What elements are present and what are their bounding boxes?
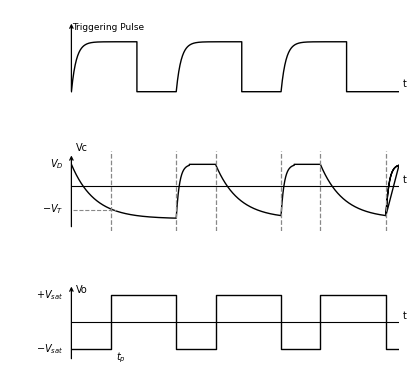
Text: Triggering Pulse: Triggering Pulse bbox=[72, 23, 144, 32]
Text: $V_D$: $V_D$ bbox=[50, 157, 63, 171]
Text: t: t bbox=[402, 311, 406, 321]
Text: Vc: Vc bbox=[76, 143, 88, 152]
Text: $t_p$: $t_p$ bbox=[116, 350, 126, 365]
Text: $- V_T$: $- V_T$ bbox=[42, 203, 63, 217]
Text: $+ V_{sat}$: $+ V_{sat}$ bbox=[36, 288, 63, 302]
Text: t: t bbox=[402, 79, 406, 89]
Text: Vo: Vo bbox=[76, 285, 88, 295]
Text: t: t bbox=[402, 175, 406, 185]
Text: $- V_{sat}$: $- V_{sat}$ bbox=[36, 342, 63, 356]
